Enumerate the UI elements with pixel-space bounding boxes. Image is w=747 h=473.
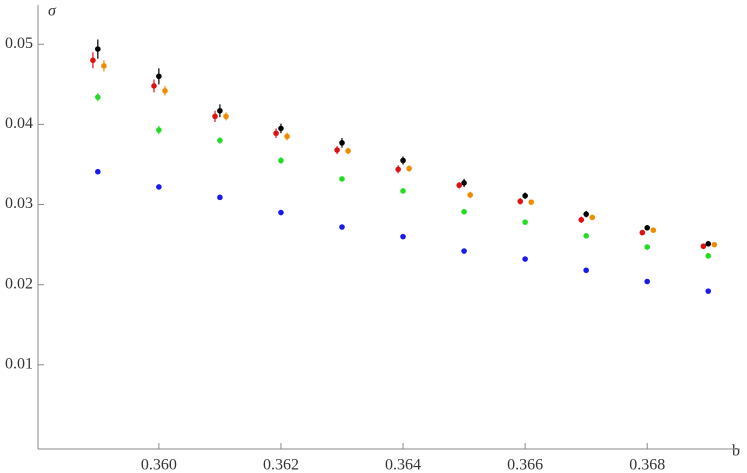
point	[522, 256, 528, 262]
point	[528, 199, 535, 205]
point	[705, 253, 712, 259]
y-tick-label: 0.05	[5, 35, 33, 52]
point	[212, 113, 218, 120]
point	[156, 127, 162, 133]
point	[517, 198, 524, 205]
point	[589, 214, 596, 221]
x-tick-label: 0.362	[263, 457, 299, 473]
point	[217, 107, 223, 114]
point	[339, 176, 345, 182]
point	[400, 188, 406, 194]
point	[273, 130, 279, 137]
point	[461, 180, 467, 186]
point	[95, 46, 101, 52]
point	[217, 194, 223, 201]
point	[156, 73, 162, 80]
x-tick-label: 0.366	[507, 457, 543, 473]
x-tick-label: 0.360	[141, 457, 177, 473]
point	[461, 248, 467, 254]
y-axis-label: σ	[48, 3, 57, 20]
point	[95, 168, 101, 175]
point	[700, 243, 707, 250]
point	[339, 224, 345, 230]
point	[711, 241, 718, 248]
y-tick-label: 0.01	[5, 356, 33, 373]
point	[162, 87, 168, 94]
point	[400, 233, 406, 240]
point	[583, 211, 589, 217]
point	[278, 125, 284, 132]
point	[217, 137, 223, 144]
point	[461, 208, 467, 215]
point	[578, 216, 585, 223]
point	[456, 182, 463, 189]
point	[151, 83, 157, 89]
y-tick-label: 0.02	[5, 275, 33, 292]
x-tick-label: 0.368	[629, 457, 665, 473]
point	[278, 209, 284, 216]
point	[705, 241, 712, 247]
point	[705, 288, 712, 294]
point	[339, 140, 345, 146]
point	[522, 219, 528, 225]
point	[639, 229, 646, 236]
point	[644, 278, 651, 285]
point	[644, 244, 651, 250]
point	[95, 94, 101, 100]
point	[650, 227, 657, 234]
y-tick-label: 0.04	[5, 115, 33, 132]
point	[644, 225, 651, 231]
point	[583, 233, 589, 239]
y-tick-label: 0.03	[5, 195, 33, 212]
x-tick-label: 0.364	[385, 457, 421, 473]
point	[223, 113, 229, 120]
point	[278, 157, 284, 164]
point	[284, 133, 290, 140]
point	[90, 57, 96, 64]
point	[156, 184, 162, 190]
point	[522, 192, 528, 199]
point	[467, 192, 473, 198]
point	[101, 63, 107, 69]
point	[583, 267, 589, 274]
x-axis-label: b	[732, 443, 740, 460]
point	[334, 147, 340, 153]
point	[400, 157, 406, 164]
point	[406, 165, 412, 172]
point	[395, 166, 401, 173]
point	[345, 148, 351, 154]
